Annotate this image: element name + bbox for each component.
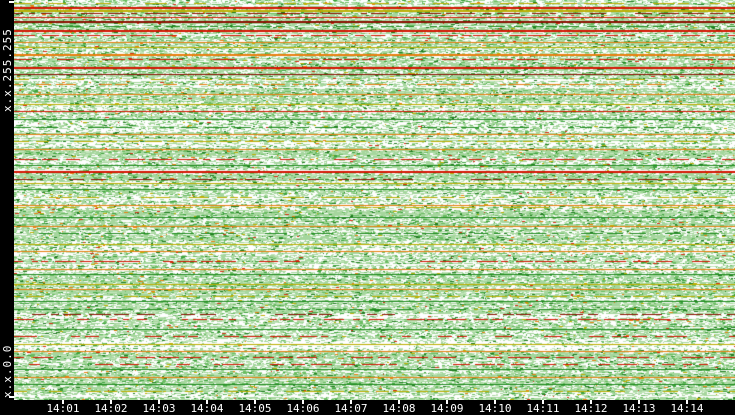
x-tick-label: 14:14 [670,402,704,415]
x-tick-label: 14:01 [46,402,80,415]
x-tick-label: 14:11 [526,402,560,415]
x-axis-tick [62,400,64,404]
x-axis-tick [590,400,592,404]
x-axis-tick [494,400,496,404]
x-axis-tick [398,400,400,404]
y-axis-bottom-label: x.x.0.0 [1,344,14,398]
x-axis-tick [302,400,304,404]
x-axis-tick [206,400,208,404]
x-axis-tick [110,400,112,404]
y-axis-tick-bottom [9,396,14,398]
x-tick-label: 14:10 [478,402,512,415]
x-tick-label: 14:04 [190,402,224,415]
x-tick-label: 14:12 [574,402,608,415]
x-axis-tick [542,400,544,404]
activity-scatter-canvas [14,0,735,400]
x-tick-label: 14:08 [382,402,416,415]
x-axis: 14:01 14:02 14:03 14:04 14:05 14:06 14:07 14:08… [0,400,735,415]
x-tick-label: 14:06 [286,402,320,415]
y-axis-top-label: x.x.255.255 [1,28,14,112]
x-axis-tick [686,400,688,404]
y-axis: x.x.255.255 x.x.0.0 [0,0,14,415]
x-tick-label: 14:05 [238,402,272,415]
x-axis-tick [158,400,160,404]
x-tick-label: 14:13 [622,402,656,415]
x-tick-label: 14:09 [430,402,464,415]
x-axis-tick [638,400,640,404]
x-tick-label: 14:03 [142,402,176,415]
x-axis-tick [350,400,352,404]
x-tick-label: 14:07 [334,402,368,415]
x-tick-label: 14:02 [94,402,128,415]
x-axis-tick [254,400,256,404]
y-axis-tick-top [9,1,14,3]
x-axis-tick [446,400,448,404]
